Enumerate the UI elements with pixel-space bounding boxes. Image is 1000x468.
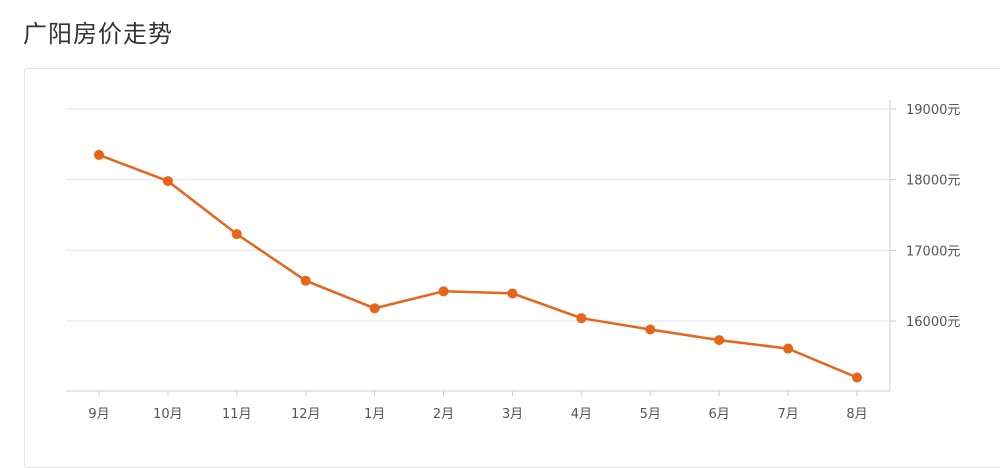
data-point [714, 335, 725, 346]
data-point [300, 275, 311, 286]
x-tick-label: 10月 [153, 407, 183, 422]
x-tick-label: 9月 [88, 407, 109, 422]
series-line [98, 153, 858, 379]
x-tick-label: 7月 [777, 407, 798, 422]
x-tick-label: 4月 [571, 407, 592, 422]
price-trend-line-chart: 16000元 17000元 18000元 19000元 9月 10月 11月 12月 1月 2月… [66, 100, 960, 422]
data-point [162, 176, 173, 187]
x-tick-label: 2月 [433, 407, 454, 422]
data-point [231, 229, 242, 240]
data-point [645, 324, 656, 335]
page-title: 广阳房价走势 [23, 20, 173, 48]
x-tick-label: 6月 [709, 407, 730, 422]
y-tick-label: 16000元 [906, 315, 960, 330]
x-tick-label: 1月 [364, 407, 385, 422]
y-tick-label: 17000元 [906, 244, 960, 259]
data-point [783, 343, 794, 354]
data-point [94, 149, 104, 160]
x-tick-label: 12月 [291, 407, 321, 422]
x-tick-label: 8月 [846, 407, 867, 422]
x-tick-label: 5月 [640, 407, 661, 422]
y-tick-label: 19000元 [906, 103, 960, 118]
x-tick-label: 11月 [222, 407, 252, 422]
chart-card [24, 68, 1000, 468]
data-point [576, 313, 587, 324]
data-point [369, 303, 380, 314]
x-tick-label: 3月 [502, 407, 523, 422]
y-tick-label: 18000元 [906, 174, 960, 189]
data-point [507, 288, 518, 299]
data-point [438, 286, 449, 297]
data-point [852, 372, 862, 383]
